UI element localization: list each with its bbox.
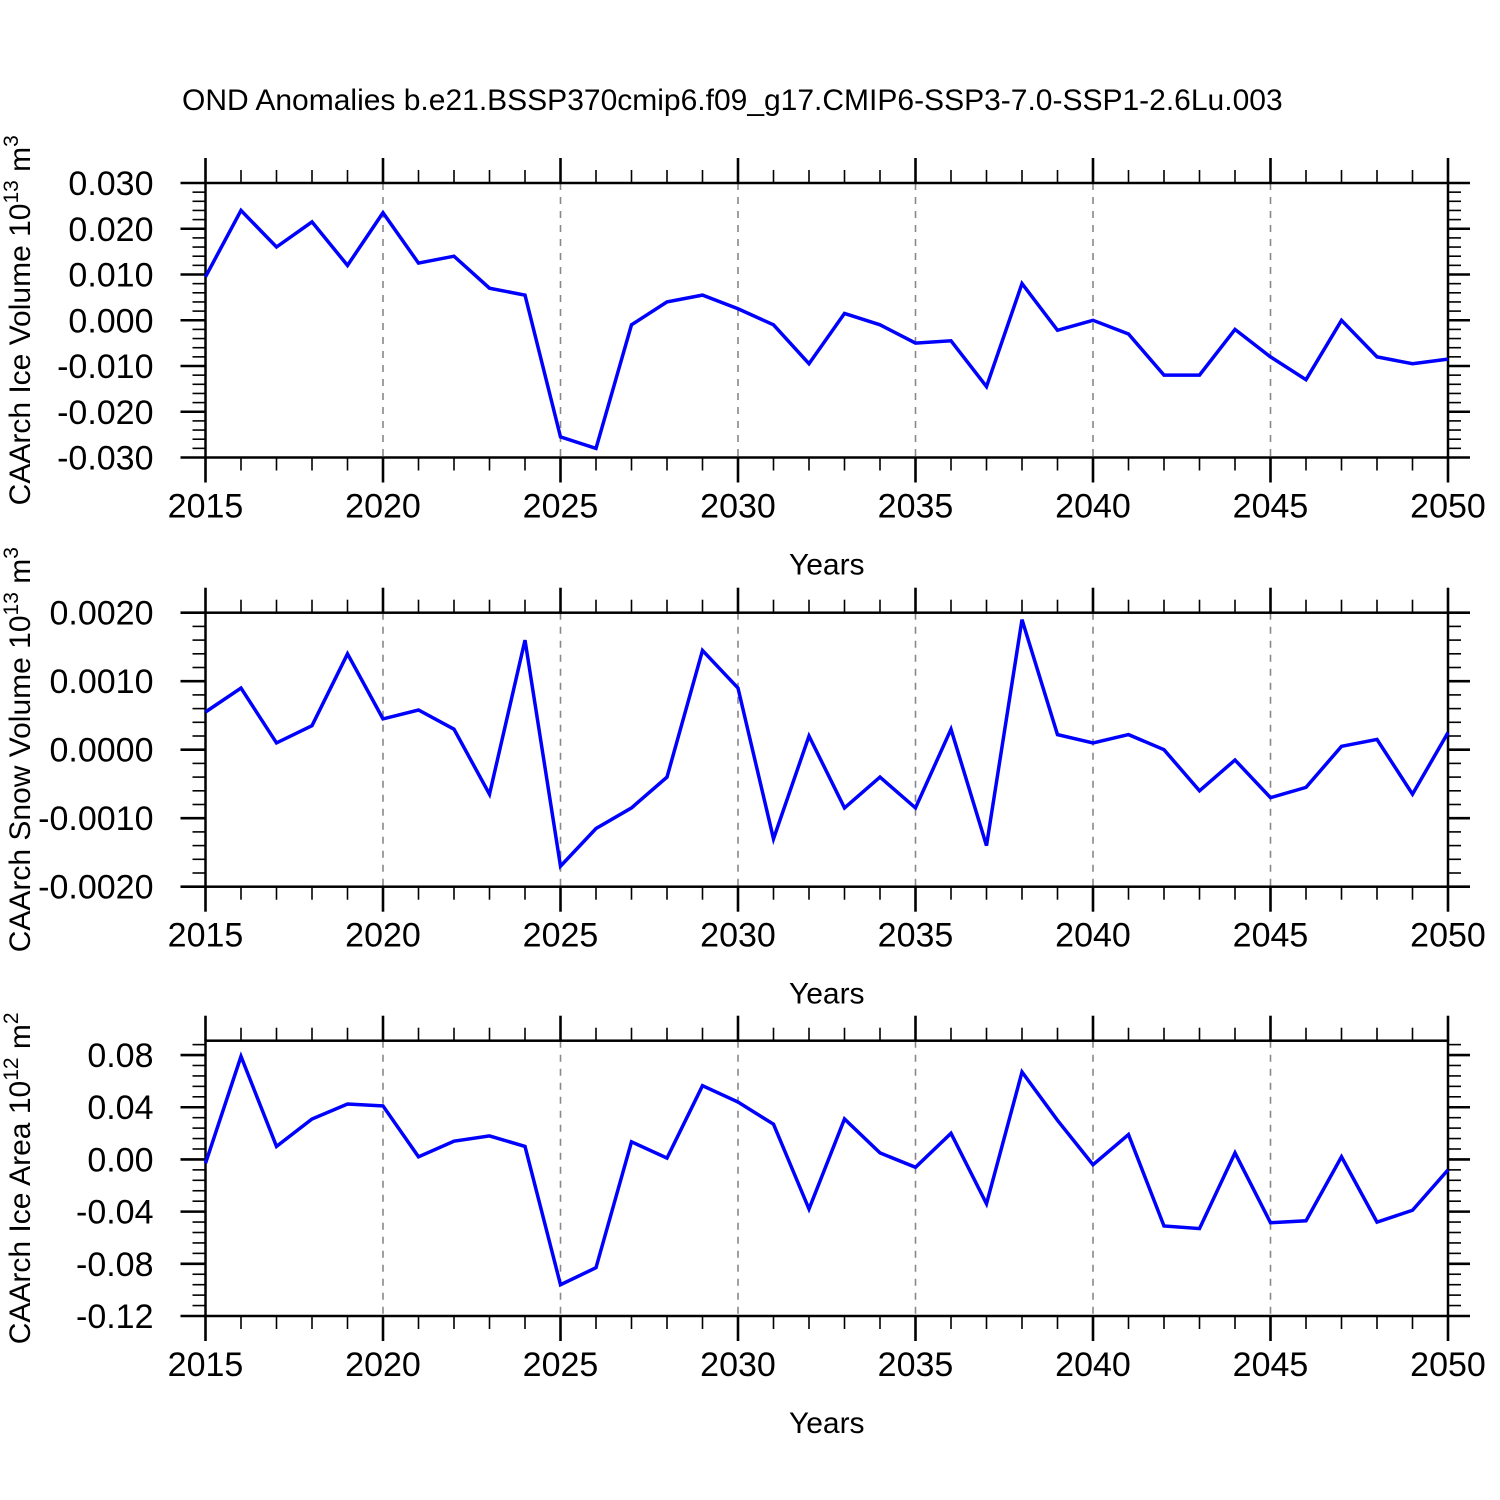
x-tick-label: 2025 <box>523 1346 599 1384</box>
page-title: OND Anomalies b.e21.BSSP370cmip6.f09_g17… <box>182 84 1283 117</box>
y-tick-label: 0.0020 <box>50 595 154 633</box>
series-line <box>203 1051 1450 1288</box>
y-tick-label: 0.0000 <box>50 732 154 770</box>
x-tick-label: 2035 <box>878 488 954 526</box>
x-tick-label: 2050 <box>1410 488 1486 526</box>
x-tick-label: 2020 <box>345 488 421 526</box>
x-tick-label: 2025 <box>523 917 599 955</box>
x-tick-label: 2035 <box>878 917 954 955</box>
x-tick-label: 2040 <box>1055 488 1131 526</box>
chart-ice-volume: 2015 2020 2025 2030 2035 2040 2045 2050 0.030 0.0… <box>0 135 1486 581</box>
y-tick-label: -0.08 <box>76 1246 154 1284</box>
series-line <box>204 619 1450 871</box>
chart-ice-area: 2015 2020 2025 2030 2035 2040 2045 2050 0.08 0.04… <box>0 1012 1486 1440</box>
x-tick-label: 2020 <box>345 917 421 955</box>
x-axis-title: Years <box>789 1407 865 1440</box>
y-tick-label: 0.04 <box>87 1089 153 1127</box>
plot-frame <box>204 1039 1450 1318</box>
y-axis-title: CAArch Ice Volume 1013 m3 <box>0 135 37 505</box>
x-tick-label: 2050 <box>1410 917 1486 955</box>
y-tick-label: -0.030 <box>57 440 153 478</box>
x-tick-label: 2025 <box>523 488 599 526</box>
series-line <box>203 207 1449 451</box>
y-tick-label: 0.020 <box>68 211 153 249</box>
y-tick-label: -0.0020 <box>38 869 153 907</box>
plot-frame <box>204 181 1450 459</box>
y-tick-label: 0.08 <box>87 1037 153 1075</box>
y-axis-title: CAArch Snow Volume 1013 m3 <box>0 547 37 952</box>
x-tick-label: 2045 <box>1233 1346 1309 1384</box>
x-tick-label: 2040 <box>1055 1346 1131 1384</box>
x-tick-label: 2030 <box>700 488 776 526</box>
x-tick-label: 2030 <box>700 917 776 955</box>
y-tick-label: 0.000 <box>68 302 153 340</box>
x-tick-label: 2035 <box>878 1346 954 1384</box>
x-tick-label: 2015 <box>168 1346 244 1384</box>
y-tick-label: -0.12 <box>76 1298 154 1336</box>
y-axis-title: CAArch Ice Area 1012 m2 <box>0 1012 37 1344</box>
x-tick-label: 2030 <box>700 1346 776 1384</box>
y-tick-label: 0.0010 <box>50 663 154 701</box>
x-axis-title: Years <box>789 978 865 1011</box>
plot-frame <box>204 611 1450 888</box>
x-axis-title: Years <box>789 549 865 582</box>
x-tick-label: 2015 <box>168 917 244 955</box>
y-tick-label: -0.04 <box>76 1194 154 1232</box>
x-tick-label: 2015 <box>168 488 244 526</box>
y-tick-label: 0.030 <box>68 165 153 203</box>
y-tick-label: 0.00 <box>87 1141 153 1179</box>
y-tick-label: -0.020 <box>57 394 153 432</box>
y-tick-label: -0.0010 <box>38 800 153 838</box>
x-tick-label: 2045 <box>1233 917 1309 955</box>
x-tick-label: 2050 <box>1410 1346 1486 1384</box>
x-tick-label: 2045 <box>1233 488 1309 526</box>
x-tick-label: 2040 <box>1055 917 1131 955</box>
y-tick-label: -0.010 <box>57 348 153 386</box>
x-tick-label: 2020 <box>345 1346 421 1384</box>
y-tick-label: 0.010 <box>68 257 153 295</box>
chart-snow-volume: 2015 2020 2025 2030 2035 2040 2045 2050 0.0020 0.… <box>0 547 1486 1011</box>
